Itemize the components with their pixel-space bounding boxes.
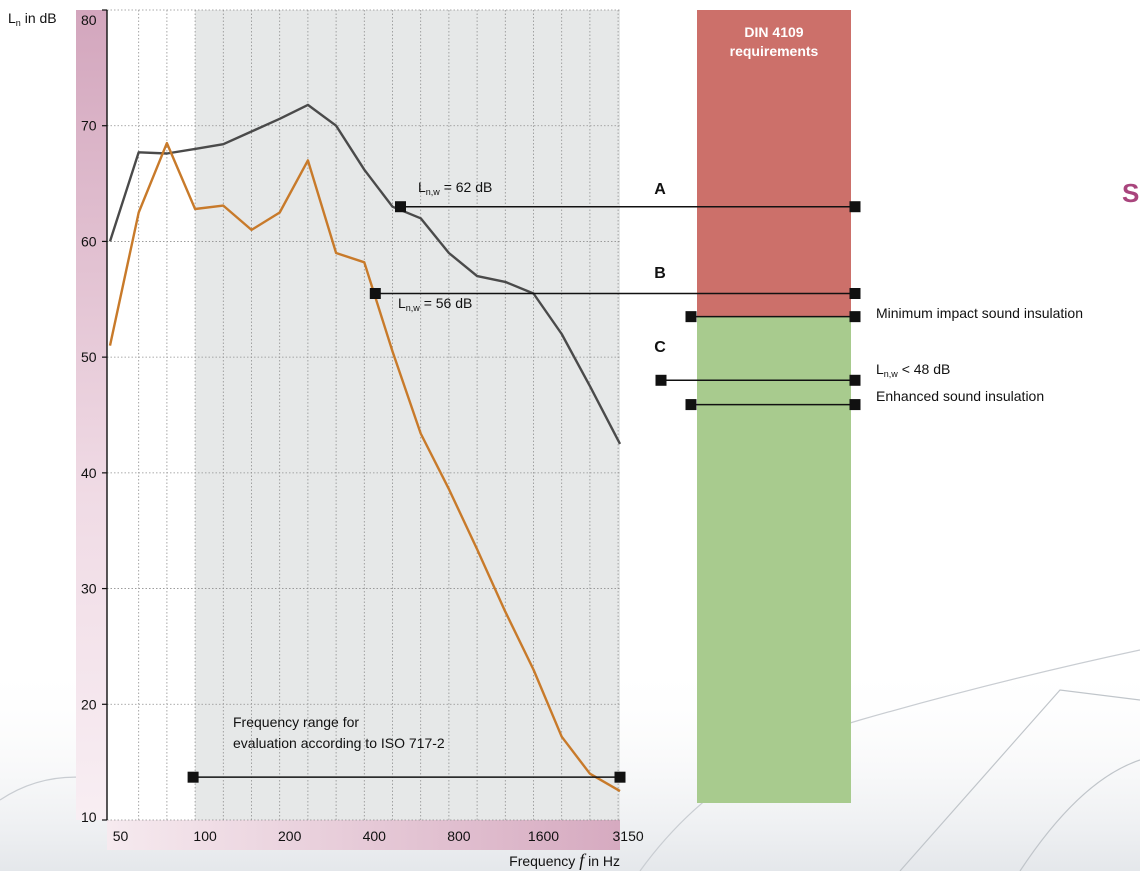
x-tick-labels: 50 100 200 400 800 1600 3150 bbox=[113, 828, 644, 844]
threshold-enhanced-start bbox=[685, 399, 697, 411]
x-axis-band bbox=[107, 820, 620, 850]
marker-a-label: Ln,w = 62 dB bbox=[418, 179, 492, 197]
grid bbox=[102, 9, 620, 821]
y-tick-label: 70 bbox=[81, 118, 97, 134]
marker-a-letter: A bbox=[654, 181, 666, 198]
marker-c-label: Ln,w < 48 dB bbox=[876, 361, 950, 379]
x-tick-label: 200 bbox=[278, 828, 302, 844]
x-tick-label: 100 bbox=[193, 828, 217, 844]
y-tick-labels: 10 20 30 40 50 60 70 80 bbox=[81, 12, 97, 825]
din-4109-bar: DIN 4109 requirements bbox=[697, 10, 851, 803]
marker-b-letter: B bbox=[654, 265, 666, 282]
threshold-enhanced-end bbox=[849, 399, 861, 411]
y-tick-label: 80 bbox=[81, 12, 97, 28]
x-axis-label: Frequency f in Hz bbox=[509, 850, 620, 870]
marker-c-start bbox=[655, 374, 667, 386]
marker-c-letter: C bbox=[654, 339, 666, 356]
edge-letter: S bbox=[1122, 178, 1139, 208]
evaluation-range: Frequency range for evaluation according… bbox=[187, 714, 626, 783]
y-tick-label: 40 bbox=[81, 465, 97, 481]
bar-title-line1: DIN 4109 bbox=[744, 24, 803, 40]
evaluation-range-label-line1: Frequency range for bbox=[233, 714, 359, 730]
marker-c: C Ln,w < 48 dB bbox=[654, 339, 950, 386]
x-tick-label: 800 bbox=[447, 828, 471, 844]
marker-b: B Ln,w = 56 dB bbox=[369, 265, 861, 313]
threshold-enhanced: Enhanced sound insulation bbox=[685, 388, 1044, 411]
marker-b-label: Ln,w = 56 dB bbox=[398, 295, 472, 313]
marker-b-end bbox=[849, 288, 861, 299]
series-line-2 bbox=[108, 141, 621, 793]
threshold-minimum-start bbox=[685, 311, 697, 323]
evaluation-range-shade bbox=[195, 10, 620, 820]
svg-text:Ln in dB: Ln in dB bbox=[8, 10, 57, 28]
threshold-minimum-end bbox=[849, 311, 861, 323]
bar-title-line2: requirements bbox=[730, 43, 819, 59]
bar-red-zone bbox=[697, 10, 851, 317]
threshold-minimum-label: Minimum impact sound insulation bbox=[876, 305, 1083, 321]
threshold-enhanced-label: Enhanced sound insulation bbox=[876, 388, 1044, 404]
bar-green-zone bbox=[697, 316, 851, 803]
marker-b-start bbox=[369, 288, 381, 299]
y-tick-label: 20 bbox=[81, 696, 97, 712]
x-tick-label: 1600 bbox=[528, 828, 559, 844]
x-tick-label: 3150 bbox=[613, 828, 644, 844]
y-axis-band bbox=[76, 10, 107, 820]
y-tick-label: 30 bbox=[81, 581, 97, 597]
y-tick-label: 10 bbox=[81, 809, 97, 825]
marker-a-end bbox=[849, 201, 861, 213]
x-tick-label: 50 bbox=[113, 828, 129, 844]
y-tick-label: 50 bbox=[81, 349, 97, 365]
evaluation-range-end-marker bbox=[614, 771, 626, 783]
y-tick-label: 60 bbox=[81, 233, 97, 249]
y-axis-label: Ln in dB bbox=[8, 10, 57, 28]
marker-a-start bbox=[395, 201, 406, 213]
svg-text:Frequency f in Hz: Frequency f in Hz bbox=[509, 850, 620, 870]
marker-a: A Ln,w = 62 dB bbox=[395, 179, 861, 213]
evaluation-range-start-marker bbox=[187, 771, 199, 783]
x-tick-label: 400 bbox=[363, 828, 387, 844]
evaluation-range-label-line2: evaluation according to ISO 717-2 bbox=[233, 735, 445, 751]
marker-c-end bbox=[849, 374, 861, 386]
threshold-minimum: Minimum impact sound insulation bbox=[685, 305, 1083, 323]
